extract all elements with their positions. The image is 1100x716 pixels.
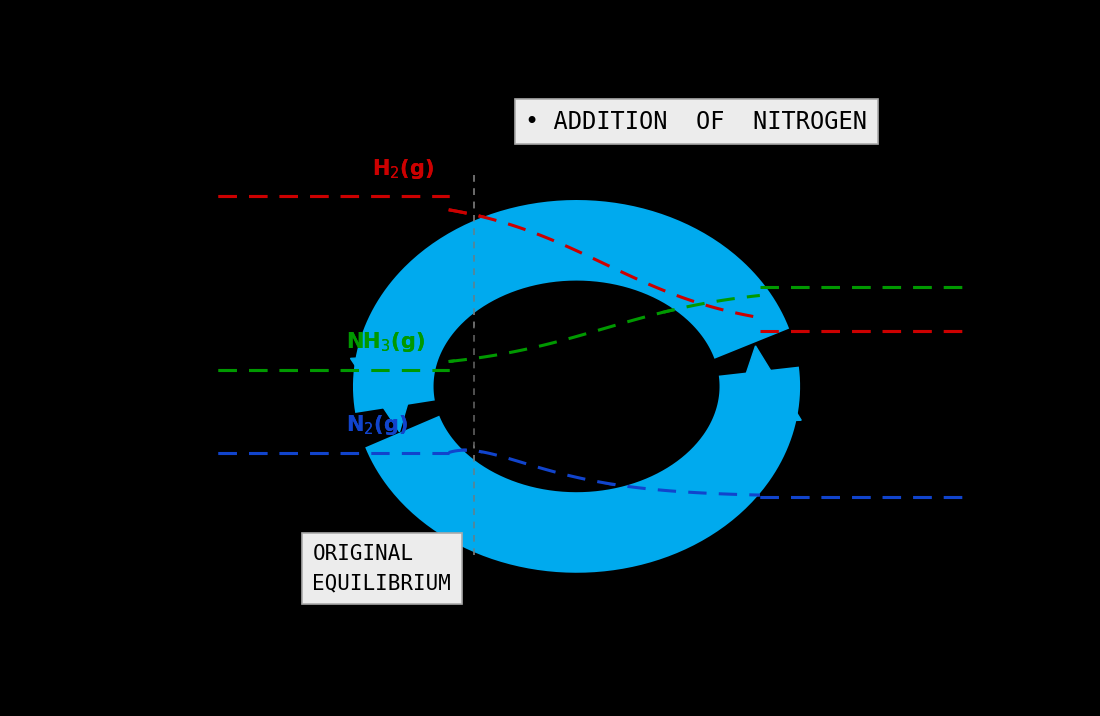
Text: NH$_3$(g): NH$_3$(g) [346, 330, 425, 354]
Text: H$_2$(g): H$_2$(g) [372, 157, 433, 180]
Text: N$_2$(g): N$_2$(g) [346, 413, 408, 437]
Ellipse shape [450, 286, 703, 487]
Text: ORIGINAL
EQUILIBRIUM: ORIGINAL EQUILIBRIUM [312, 543, 451, 593]
Polygon shape [729, 346, 801, 422]
Text: • ADDITION  OF  NITROGEN: • ADDITION OF NITROGEN [526, 110, 868, 134]
Text: N$_2$(g): N$_2$(g) [346, 413, 408, 437]
Text: NH$_3$(g): NH$_3$(g) [346, 330, 425, 354]
Polygon shape [351, 355, 422, 432]
Text: H$_2$(g): H$_2$(g) [372, 157, 433, 180]
